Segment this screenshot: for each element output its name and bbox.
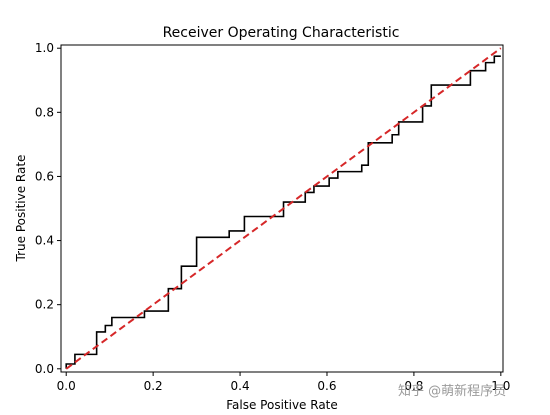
chart-title: Receiver Operating Characteristic [163, 25, 400, 41]
x-axis-label: False Positive Rate [226, 398, 338, 412]
y-tick-label: 0.6 [35, 169, 54, 183]
y-tick-label: 0.0 [35, 362, 54, 376]
x-tick-label: 0.0 [57, 379, 76, 393]
y-tick-label: 0.4 [35, 234, 54, 248]
series-layer [65, 47, 502, 370]
x-tick-label: 0.4 [231, 379, 250, 393]
y-tick-label: 1.0 [35, 41, 54, 55]
chance-diagonal-line [65, 47, 502, 370]
plot-frame [60, 44, 504, 373]
y-tick-label: 0.2 [35, 298, 54, 312]
y-axis-ticks: 0.0 0.2 0.4 0.6 0.8 1.0 [35, 41, 61, 376]
watermark: 知乎 @萌新程序员 [398, 383, 506, 399]
y-tick-label: 0.8 [35, 105, 54, 119]
x-tick-label: 0.2 [144, 379, 163, 393]
x-axis-ticks: 0.0 0.2 0.4 0.6 0.8 1.0 [57, 372, 510, 393]
x-tick-label: 1.0 [491, 379, 510, 393]
x-tick-label: 0.8 [404, 379, 423, 393]
plot-area [60, 44, 504, 373]
x-tick-label: 0.6 [317, 379, 336, 393]
y-axis-label: True Positive Rate [14, 155, 28, 263]
